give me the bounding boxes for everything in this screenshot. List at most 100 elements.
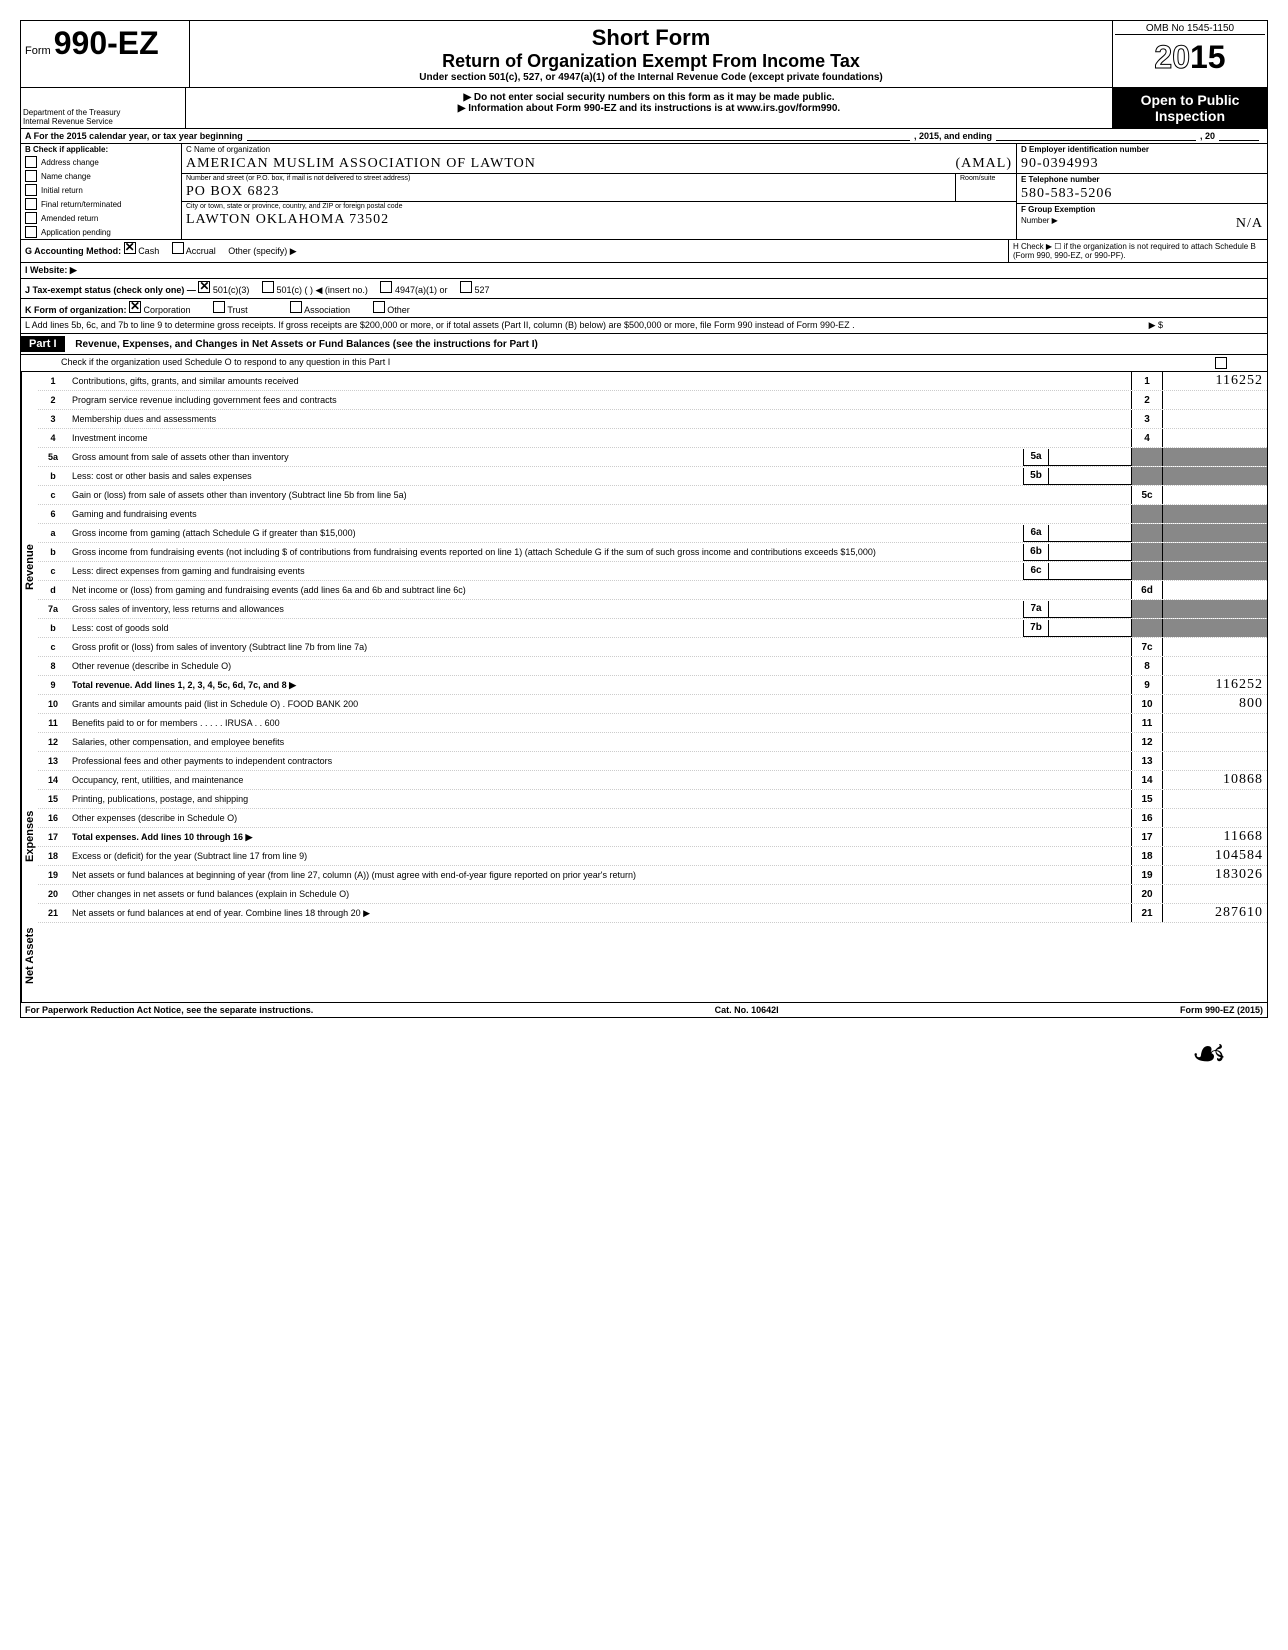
line-2: 2Program service revenue including gover… <box>38 391 1267 410</box>
inner-amount <box>1048 563 1131 580</box>
line-box: 6d <box>1131 581 1163 599</box>
line-box: 5c <box>1131 486 1163 504</box>
line-number: 10 <box>38 699 68 709</box>
line-9: 9Total revenue. Add lines 1, 2, 3, 4, 5c… <box>38 676 1267 695</box>
line-number: 13 <box>38 756 68 766</box>
line-box: 15 <box>1131 790 1163 808</box>
line-box <box>1131 619 1163 637</box>
check-initial[interactable] <box>25 184 37 196</box>
inner-amount <box>1048 468 1131 485</box>
line-box: 3 <box>1131 410 1163 428</box>
inner-box: 6b <box>1023 544 1048 561</box>
netassets-label: Net Assets <box>21 910 38 1002</box>
line-b: bLess: cost of goods sold7b <box>38 619 1267 638</box>
line-amount <box>1163 619 1267 637</box>
year-20: , 20 <box>1200 131 1215 141</box>
line-11: 11Benefits paid to or for members . . . … <box>38 714 1267 733</box>
line-text: Gaming and fundraising events <box>68 507 1131 521</box>
line-number: 17 <box>38 832 68 842</box>
line-number: 16 <box>38 813 68 823</box>
line-box: 19 <box>1131 866 1163 884</box>
f-value: N/A <box>1236 216 1263 232</box>
line-number: 12 <box>38 737 68 747</box>
line-number: 6 <box>38 509 68 519</box>
ein-value: 90-0394993 <box>1017 155 1267 173</box>
check-assoc[interactable] <box>290 301 302 313</box>
room-label: Room/suite <box>956 174 1016 183</box>
line-5a: 5aGross amount from sale of assets other… <box>38 448 1267 467</box>
line-number: 5a <box>38 452 68 462</box>
check-final[interactable] <box>25 198 37 210</box>
line-amount <box>1163 505 1267 523</box>
check-pending[interactable] <box>25 226 37 238</box>
notice-ssn: ▶ Do not enter social security numbers o… <box>190 92 1108 103</box>
line-text: Net assets or fund balances at end of ye… <box>68 906 1131 921</box>
line-number: c <box>38 642 68 652</box>
inner-box: 7b <box>1023 620 1048 637</box>
form-number: 990-EZ <box>54 25 159 61</box>
inner-amount <box>1048 449 1131 466</box>
check-4947[interactable] <box>380 281 392 293</box>
check-501c[interactable] <box>262 281 274 293</box>
line-c: cGross profit or (loss) from sales of in… <box>38 638 1267 657</box>
c-label: C Name of organization <box>182 144 1016 155</box>
check-other[interactable] <box>373 301 385 313</box>
line-box: 2 <box>1131 391 1163 409</box>
line-text: Gross amount from sale of assets other t… <box>68 450 1023 464</box>
dept-treasury: Department of the Treasury Internal Reve… <box>21 88 186 128</box>
line-box: 1 <box>1131 372 1163 390</box>
line-box: 16 <box>1131 809 1163 827</box>
f-label: F Group Exemption <box>1017 204 1267 215</box>
notice-info: ▶ Information about Form 990-EZ and its … <box>190 103 1108 114</box>
line-17: 17Total expenses. Add lines 10 through 1… <box>38 828 1267 847</box>
line-text: Gross sales of inventory, less returns a… <box>68 602 1023 616</box>
line-12: 12Salaries, other compensation, and empl… <box>38 733 1267 752</box>
line-box <box>1131 448 1163 466</box>
check-527[interactable] <box>460 281 472 293</box>
check-trust[interactable] <box>213 301 225 313</box>
check-accrual[interactable] <box>172 242 184 254</box>
line-number: 7a <box>38 604 68 614</box>
check-name[interactable] <box>25 170 37 182</box>
line-amount: 287610 <box>1163 904 1267 922</box>
line-box: 13 <box>1131 752 1163 770</box>
inner-amount <box>1048 601 1131 618</box>
check-cash[interactable] <box>124 242 136 254</box>
form-header: Form 990-EZ Short Form Return of Organiz… <box>21 21 1267 88</box>
section-a-text: A For the 2015 calendar year, or tax yea… <box>25 131 243 141</box>
line-13: 13Professional fees and other payments t… <box>38 752 1267 771</box>
part1-title: Revenue, Expenses, and Changes in Net As… <box>75 339 538 350</box>
line-number: d <box>38 585 68 595</box>
line-7a: 7aGross sales of inventory, less returns… <box>38 600 1267 619</box>
omb-number: OMB No 1545-1150 <box>1115 23 1265 34</box>
check-address[interactable] <box>25 156 37 168</box>
line-text: Investment income <box>68 431 1131 445</box>
line-box: 11 <box>1131 714 1163 732</box>
line-number: 2 <box>38 395 68 405</box>
line-amount <box>1163 543 1267 561</box>
e-label: E Telephone number <box>1017 174 1267 185</box>
line-text: Membership dues and assessments <box>68 412 1131 426</box>
check-amended[interactable] <box>25 212 37 224</box>
line-amount <box>1163 448 1267 466</box>
line-c: cLess: direct expenses from gaming and f… <box>38 562 1267 581</box>
line-text: Gain or (loss) from sale of assets other… <box>68 488 1131 502</box>
line-box: 4 <box>1131 429 1163 447</box>
check-501c3[interactable] <box>198 281 210 293</box>
line-b: bGross income from fundraising events (n… <box>38 543 1267 562</box>
open-public: Open to Public <box>1115 92 1265 108</box>
tax-year: 2015 <box>1115 34 1265 80</box>
form-prefix: Form <box>25 45 51 57</box>
line-a: aGross income from gaming (attach Schedu… <box>38 524 1267 543</box>
check-corp[interactable] <box>129 301 141 313</box>
line-amount <box>1163 410 1267 428</box>
line-amount <box>1163 600 1267 618</box>
line-number: 19 <box>38 870 68 880</box>
check-schedule-o[interactable] <box>1215 357 1227 369</box>
line-text: Occupancy, rent, utilities, and maintena… <box>68 773 1131 787</box>
line-box <box>1131 562 1163 580</box>
line-number: 18 <box>38 851 68 861</box>
line-text: Less: cost of goods sold <box>68 621 1023 635</box>
line-4: 4Investment income4 <box>38 429 1267 448</box>
line-number: 11 <box>38 718 68 728</box>
